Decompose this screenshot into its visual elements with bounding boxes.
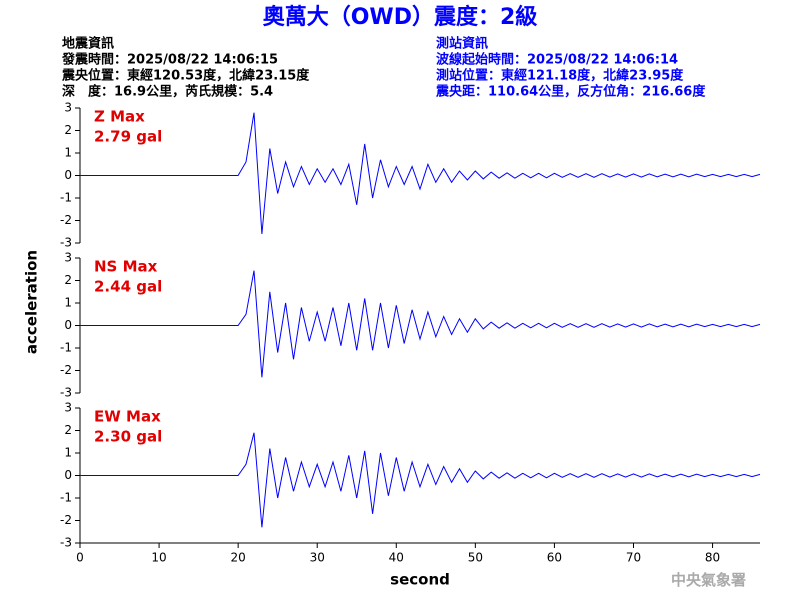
annotation: NS Max (94, 258, 158, 276)
info-right: 測站位置：東經121.18度，北緯23.95度 (436, 68, 684, 84)
y-tick-label: 2 (64, 123, 72, 137)
x-tick-label: 30 (310, 551, 325, 565)
y-axis-label: acceleration (23, 250, 41, 354)
annotation: 2.79 gal (94, 128, 162, 146)
y-tick-label: 0 (64, 468, 72, 482)
waveform (80, 270, 761, 378)
y-tick-label: -1 (60, 341, 72, 355)
info-left: 震央位置：東經120.53度，北緯23.15度 (61, 68, 310, 84)
y-tick-label: -1 (60, 191, 72, 205)
y-tick-label: -3 (60, 536, 72, 550)
footer: 中央氣象署 (671, 571, 746, 589)
y-tick-label: 1 (64, 446, 72, 460)
y-tick-label: -2 (60, 513, 72, 527)
y-tick-label: 2 (64, 273, 72, 287)
x-tick-label: 20 (230, 551, 245, 565)
info-left: 發震時間：2025/08/22 14:06:15 (61, 52, 278, 68)
x-tick-label: 40 (389, 551, 404, 565)
x-tick-label: 60 (547, 551, 562, 565)
y-tick-label: -2 (60, 213, 72, 227)
y-tick-label: 1 (64, 146, 72, 160)
y-tick-label: -3 (60, 236, 72, 250)
info-right: 震央距：110.64公里，反方位角：216.66度 (435, 84, 706, 100)
annotation: 2.30 gal (94, 428, 162, 446)
annotation: 2.44 gal (94, 278, 162, 296)
chart-title: 奧萬大（OWD）震度：2級 (263, 4, 538, 30)
y-tick-label: -1 (60, 491, 72, 505)
annotation: EW Max (94, 408, 161, 426)
y-tick-label: -2 (60, 363, 72, 377)
waveform (80, 112, 761, 235)
y-tick-label: 3 (64, 101, 72, 115)
info-right: 測站資訊 (436, 36, 488, 52)
y-tick-label: 0 (64, 168, 72, 182)
y-tick-label: 3 (64, 401, 72, 415)
x-tick-label: 80 (705, 551, 720, 565)
y-tick-label: 2 (64, 423, 72, 437)
info-right: 波線起始時間：2025/08/22 14:06:14 (436, 52, 678, 68)
x-tick-label: 70 (626, 551, 641, 565)
x-tick-label: 10 (151, 551, 166, 565)
info-left: 深 度：16.9公里，芮氏規模：5.4 (62, 84, 273, 100)
waveform (80, 432, 761, 528)
y-tick-label: 1 (64, 296, 72, 310)
x-tick-label: 50 (468, 551, 483, 565)
annotation: Z Max (94, 108, 145, 126)
info-left: 地震資訊 (62, 36, 114, 52)
x-axis-label: second (390, 571, 450, 589)
y-tick-label: 3 (64, 251, 72, 265)
y-tick-label: 0 (64, 318, 72, 332)
x-tick-label: 0 (76, 551, 84, 565)
y-tick-label: -3 (60, 386, 72, 400)
